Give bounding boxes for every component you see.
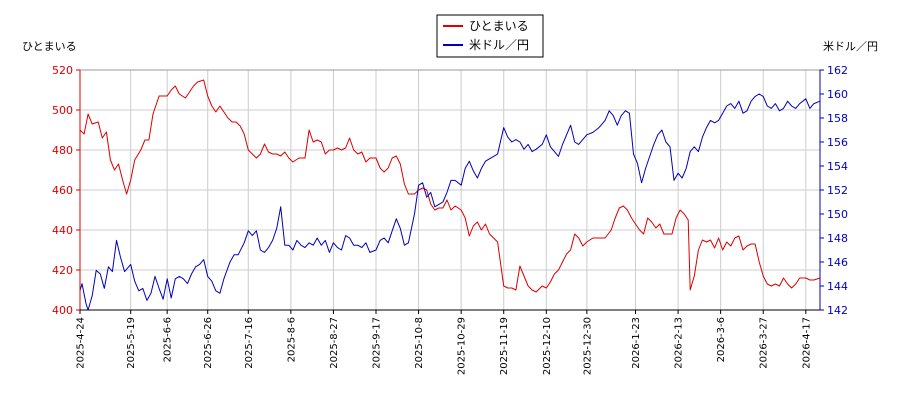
series-layer (79, 79, 821, 311)
legend-box (436, 14, 544, 58)
left-tick-label: 520 (52, 64, 73, 77)
left-tick-label: 440 (52, 224, 73, 237)
x-tick-label: 2025-6-26 (203, 317, 214, 369)
x-tick-label: 2025-8-27 (329, 317, 340, 369)
x-tick-label: 2025-6-6 (163, 317, 174, 362)
left-axis-title: ひとまいる (22, 40, 77, 53)
legend-label: 米ドル／円 (469, 38, 529, 52)
right-tick-label: 160 (827, 88, 848, 101)
x-tick-label: 2025-5-19 (126, 317, 137, 369)
right-tick-label: 152 (827, 184, 848, 197)
legend-label: ひとまいる (469, 19, 529, 33)
x-tick-label: 2025-9-17 (372, 317, 383, 369)
x-tick-label: 2026-2-13 (674, 317, 685, 369)
grid-layer (79, 69, 820, 311)
x-tick-label: 2025-8-6 (286, 317, 297, 362)
series-line-hitomile (79, 79, 821, 293)
right-tick-label: 150 (827, 208, 848, 221)
x-tick-label: 2026-3-6 (716, 317, 727, 362)
x-tick-label: 2025-10-29 (457, 317, 468, 375)
x-tick-label: 2025-12-10 (542, 317, 553, 375)
x-tick-label: 2026-3-27 (759, 317, 770, 369)
left-tick-label: 420 (52, 264, 73, 277)
x-tick-label: 2025-10-8 (414, 317, 425, 369)
right-tick-label: 142 (827, 304, 848, 317)
right-tick-label: 146 (827, 256, 848, 269)
x-tick-label: 2026-4-17 (801, 317, 812, 369)
x-tick-label: 2025-12-30 (582, 317, 593, 375)
x-tick-label: 2025-4-24 (76, 317, 87, 369)
series-line-usdjpy (79, 93, 821, 311)
right-tick-label: 158 (827, 112, 848, 125)
axes-layer: 400 420 440 460 480 500 520 142 144 146 148 150 152 1… (52, 64, 848, 375)
left-tick-label: 460 (52, 184, 73, 197)
left-tick-label: 500 (52, 104, 73, 117)
x-tick-label: 2025-7-16 (244, 317, 255, 369)
right-axis-title: 米ドル／円 (823, 40, 878, 53)
left-tick-label: 400 (52, 304, 73, 317)
right-tick-label: 156 (827, 136, 848, 149)
left-tick-label: 480 (52, 144, 73, 157)
x-tick-label: 2025-11-19 (499, 317, 510, 375)
right-tick-label: 148 (827, 232, 848, 245)
x-tick-label: 2026-1-23 (631, 317, 642, 369)
right-tick-label: 154 (827, 160, 848, 173)
right-tick-label: 144 (827, 280, 848, 293)
right-tick-label: 162 (827, 64, 848, 77)
